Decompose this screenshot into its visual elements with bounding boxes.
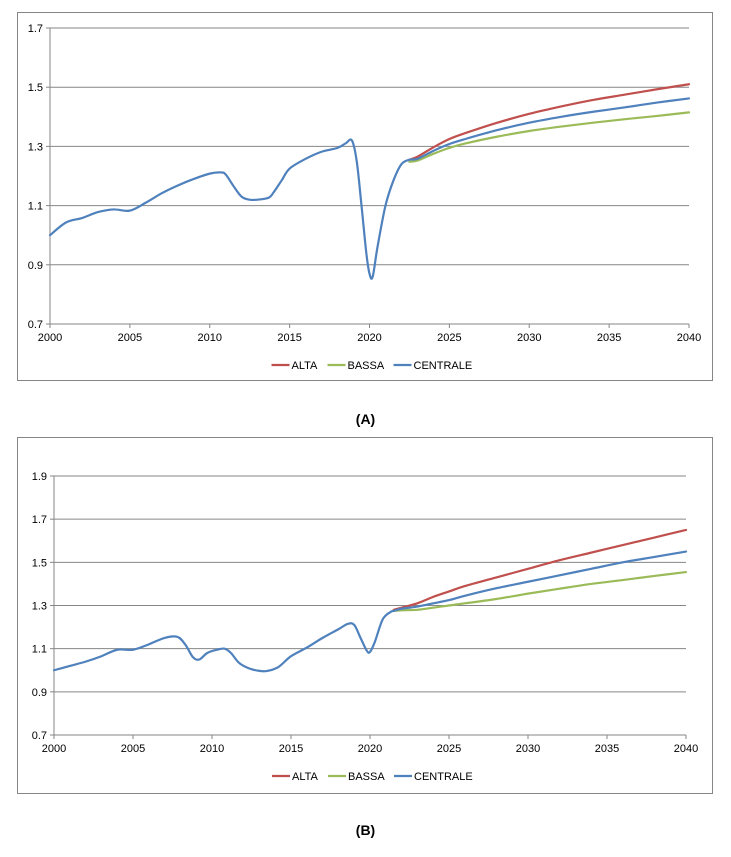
chart-b-y-tick-label: 1.5 <box>32 557 47 569</box>
chart-b-x-tick-label: 2025 <box>437 743 461 755</box>
chart-b-series-centrale-line <box>52 550 688 673</box>
chart-b-x-tick-label: 2035 <box>595 743 619 755</box>
chart-b-y-tick-label: 0.9 <box>32 687 47 699</box>
chart-a-series-alta-line <box>408 83 691 161</box>
chart-b-y-tick-label: 1.7 <box>32 514 47 526</box>
chart-b-x-tick-label: 2000 <box>42 743 66 755</box>
chart-a-x-tick-label: 2010 <box>198 332 222 344</box>
chart-a-y-tick-label: 0.7 <box>28 319 43 331</box>
chart-b-series-alta-line <box>392 528 688 611</box>
chart-b-y-tick-label: 1.3 <box>32 601 47 613</box>
chart-a-y-tick-label: 1.5 <box>28 82 43 94</box>
chart-a-y-tick-label: 1.7 <box>28 23 43 35</box>
chart-a-x-tick-label: 2015 <box>277 332 301 344</box>
chart-a-x-tick-label: 2020 <box>357 332 381 344</box>
chart-a-x-tick-label: 2035 <box>597 332 621 344</box>
chart-b-legend-label-centrale: CENTRALE <box>414 771 473 783</box>
chart-a-x-tick-label: 2005 <box>118 332 142 344</box>
chart-a-legend-label-alta: ALTA <box>292 360 319 372</box>
chart-b-legend-label-bassa: BASSA <box>348 771 385 783</box>
chart-a-x-tick-label: 2040 <box>677 332 701 344</box>
chart-a-series-centrale-line <box>48 97 691 280</box>
chart-b-y-tick-label: 1.9 <box>32 471 47 483</box>
chart-a-x-tick-label: 2030 <box>517 332 541 344</box>
chart-b-series-bassa-line <box>392 570 688 612</box>
chart-b-x-tick-label: 2015 <box>279 743 303 755</box>
chart-a-legend-label-centrale: CENTRALE <box>414 360 473 372</box>
chart-b-y-tick-label: 0.7 <box>32 730 47 742</box>
chart-b-x-tick-label: 2040 <box>674 743 698 755</box>
chart-a-panel: 0.7 0.9 1.1 1.3 1.5 1.7 2000 2005 2010 2015 2020 20… <box>17 12 713 381</box>
chart-b-x-tick-label: 2005 <box>121 743 145 755</box>
caption-b: (B) <box>355 822 376 838</box>
chart-a-y-tick-label: 1.3 <box>28 141 43 153</box>
chart-a-svg: 0.7 0.9 1.1 1.3 1.5 1.7 2000 2005 2010 2015 2020 20… <box>28 23 702 372</box>
chart-b-x-tick-label: 2010 <box>200 743 224 755</box>
chart-b-panel: 0.7 0.9 1.1 1.3 1.5 1.7 1.9 2000 2005 2010 2015 202… <box>17 437 713 794</box>
chart-a-x-tick-label: 2025 <box>437 332 461 344</box>
chart-b-x-tick-label: 2020 <box>358 743 382 755</box>
chart-a-x-tick-label: 2000 <box>38 332 62 344</box>
chart-b-y-tick-label: 1.1 <box>32 644 47 656</box>
chart-a-y-tick-label: 1.1 <box>28 201 43 213</box>
chart-a-series-bassa-line <box>408 111 691 163</box>
chart-a-legend-label-bassa: BASSA <box>348 360 385 372</box>
caption-a: (A) <box>355 411 376 427</box>
chart-a-y-tick-label: 0.9 <box>28 260 43 272</box>
chart-b-legend-label-alta: ALTA <box>292 771 319 783</box>
chart-b-x-tick-label: 2030 <box>516 743 540 755</box>
chart-b-svg: 0.7 0.9 1.1 1.3 1.5 1.7 1.9 2000 2005 2010 2015 202… <box>32 471 699 783</box>
